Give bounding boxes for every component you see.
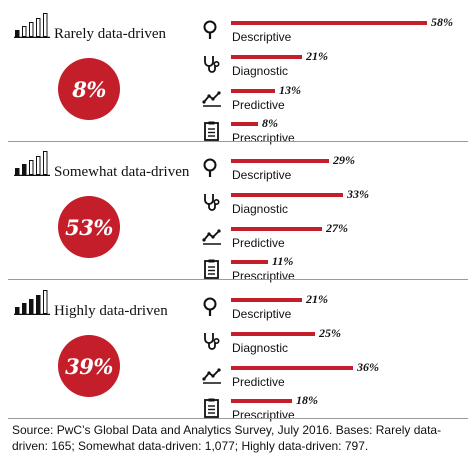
magnifier-icon [202, 296, 222, 318]
bar-value-label: 13% [279, 83, 301, 97]
bar-row: 13% Predictive [202, 83, 474, 118]
trend-line-icon [202, 87, 222, 109]
category-label: Descriptive [232, 30, 292, 44]
bar-row: 29% Descriptive [202, 153, 474, 188]
bar [231, 21, 427, 25]
stethoscope-icon [202, 191, 222, 213]
bar-value-label: 25% [319, 326, 341, 340]
magnifier-icon [202, 157, 222, 179]
bar-value-label: 21% [306, 292, 328, 306]
bar-row: 58% Descriptive [202, 15, 474, 50]
category-label: Diagnostic [232, 202, 289, 216]
category-label: Descriptive [232, 307, 292, 321]
group-0: Rarely data-driven 8% 58% Descriptive 21% Dia… [0, 4, 474, 145]
bar [231, 193, 343, 197]
bar-value-label: 11% [272, 254, 294, 268]
level-bars-icon [14, 150, 50, 177]
bar-row: 25% Diagnostic [202, 326, 474, 361]
clipboard-icon [202, 258, 222, 280]
bar [231, 55, 302, 59]
bar [231, 122, 258, 126]
group-1: Somewhat data-driven 53% 29% Descriptive 33%… [0, 142, 474, 283]
section-divider [8, 418, 468, 419]
level-bars-icon [14, 12, 50, 39]
bar [231, 399, 292, 403]
clipboard-icon [202, 397, 222, 419]
group-share-badge: 53% [58, 196, 120, 258]
bar-value-label: 18% [296, 393, 318, 407]
category-label: Prescriptive [232, 408, 295, 422]
trend-line-icon [202, 225, 222, 247]
category-label: Predictive [232, 98, 285, 112]
category-label: Diagnostic [232, 341, 289, 355]
bar [231, 227, 322, 231]
bar-value-label: 8% [262, 116, 278, 130]
bar [231, 159, 329, 163]
category-label: Predictive [232, 375, 285, 389]
bar-value-label: 58% [431, 15, 453, 29]
group-2: Highly data-driven 39% 21% Descriptive 25% Di… [0, 281, 474, 422]
group-title: Rarely data-driven [54, 26, 167, 42]
bar-row: 27% Predictive [202, 221, 474, 256]
trend-line-icon [202, 364, 222, 386]
bar-value-label: 21% [306, 49, 328, 63]
bar [231, 260, 268, 264]
section-divider [8, 141, 468, 142]
stethoscope-icon [202, 53, 222, 75]
group-title: Somewhat data-driven [54, 164, 190, 180]
bar-value-label: 29% [333, 153, 355, 167]
bar-value-label: 33% [347, 187, 369, 201]
source-note: Source: PwC’s Global Data and Analytics … [12, 423, 442, 453]
bar-row: 21% Descriptive [202, 292, 474, 327]
level-bars-icon [14, 289, 50, 316]
clipboard-icon [202, 120, 222, 142]
category-label: Predictive [232, 236, 285, 250]
bar [231, 89, 275, 93]
bar-value-label: 27% [326, 221, 348, 235]
bar-row: 33% Diagnostic [202, 187, 474, 222]
bar-row: 36% Predictive [202, 360, 474, 395]
section-divider [8, 279, 468, 280]
category-label: Descriptive [232, 168, 292, 182]
stethoscope-icon [202, 330, 222, 352]
bar [231, 366, 353, 370]
group-share-badge: 39% [58, 335, 120, 397]
bar-row: 21% Diagnostic [202, 49, 474, 84]
bar [231, 298, 302, 302]
magnifier-icon [202, 19, 222, 41]
group-share-badge: 8% [58, 58, 120, 120]
bar [231, 332, 315, 336]
bar-value-label: 36% [357, 360, 379, 374]
category-label: Diagnostic [232, 64, 289, 78]
group-title: Highly data-driven [54, 303, 168, 319]
